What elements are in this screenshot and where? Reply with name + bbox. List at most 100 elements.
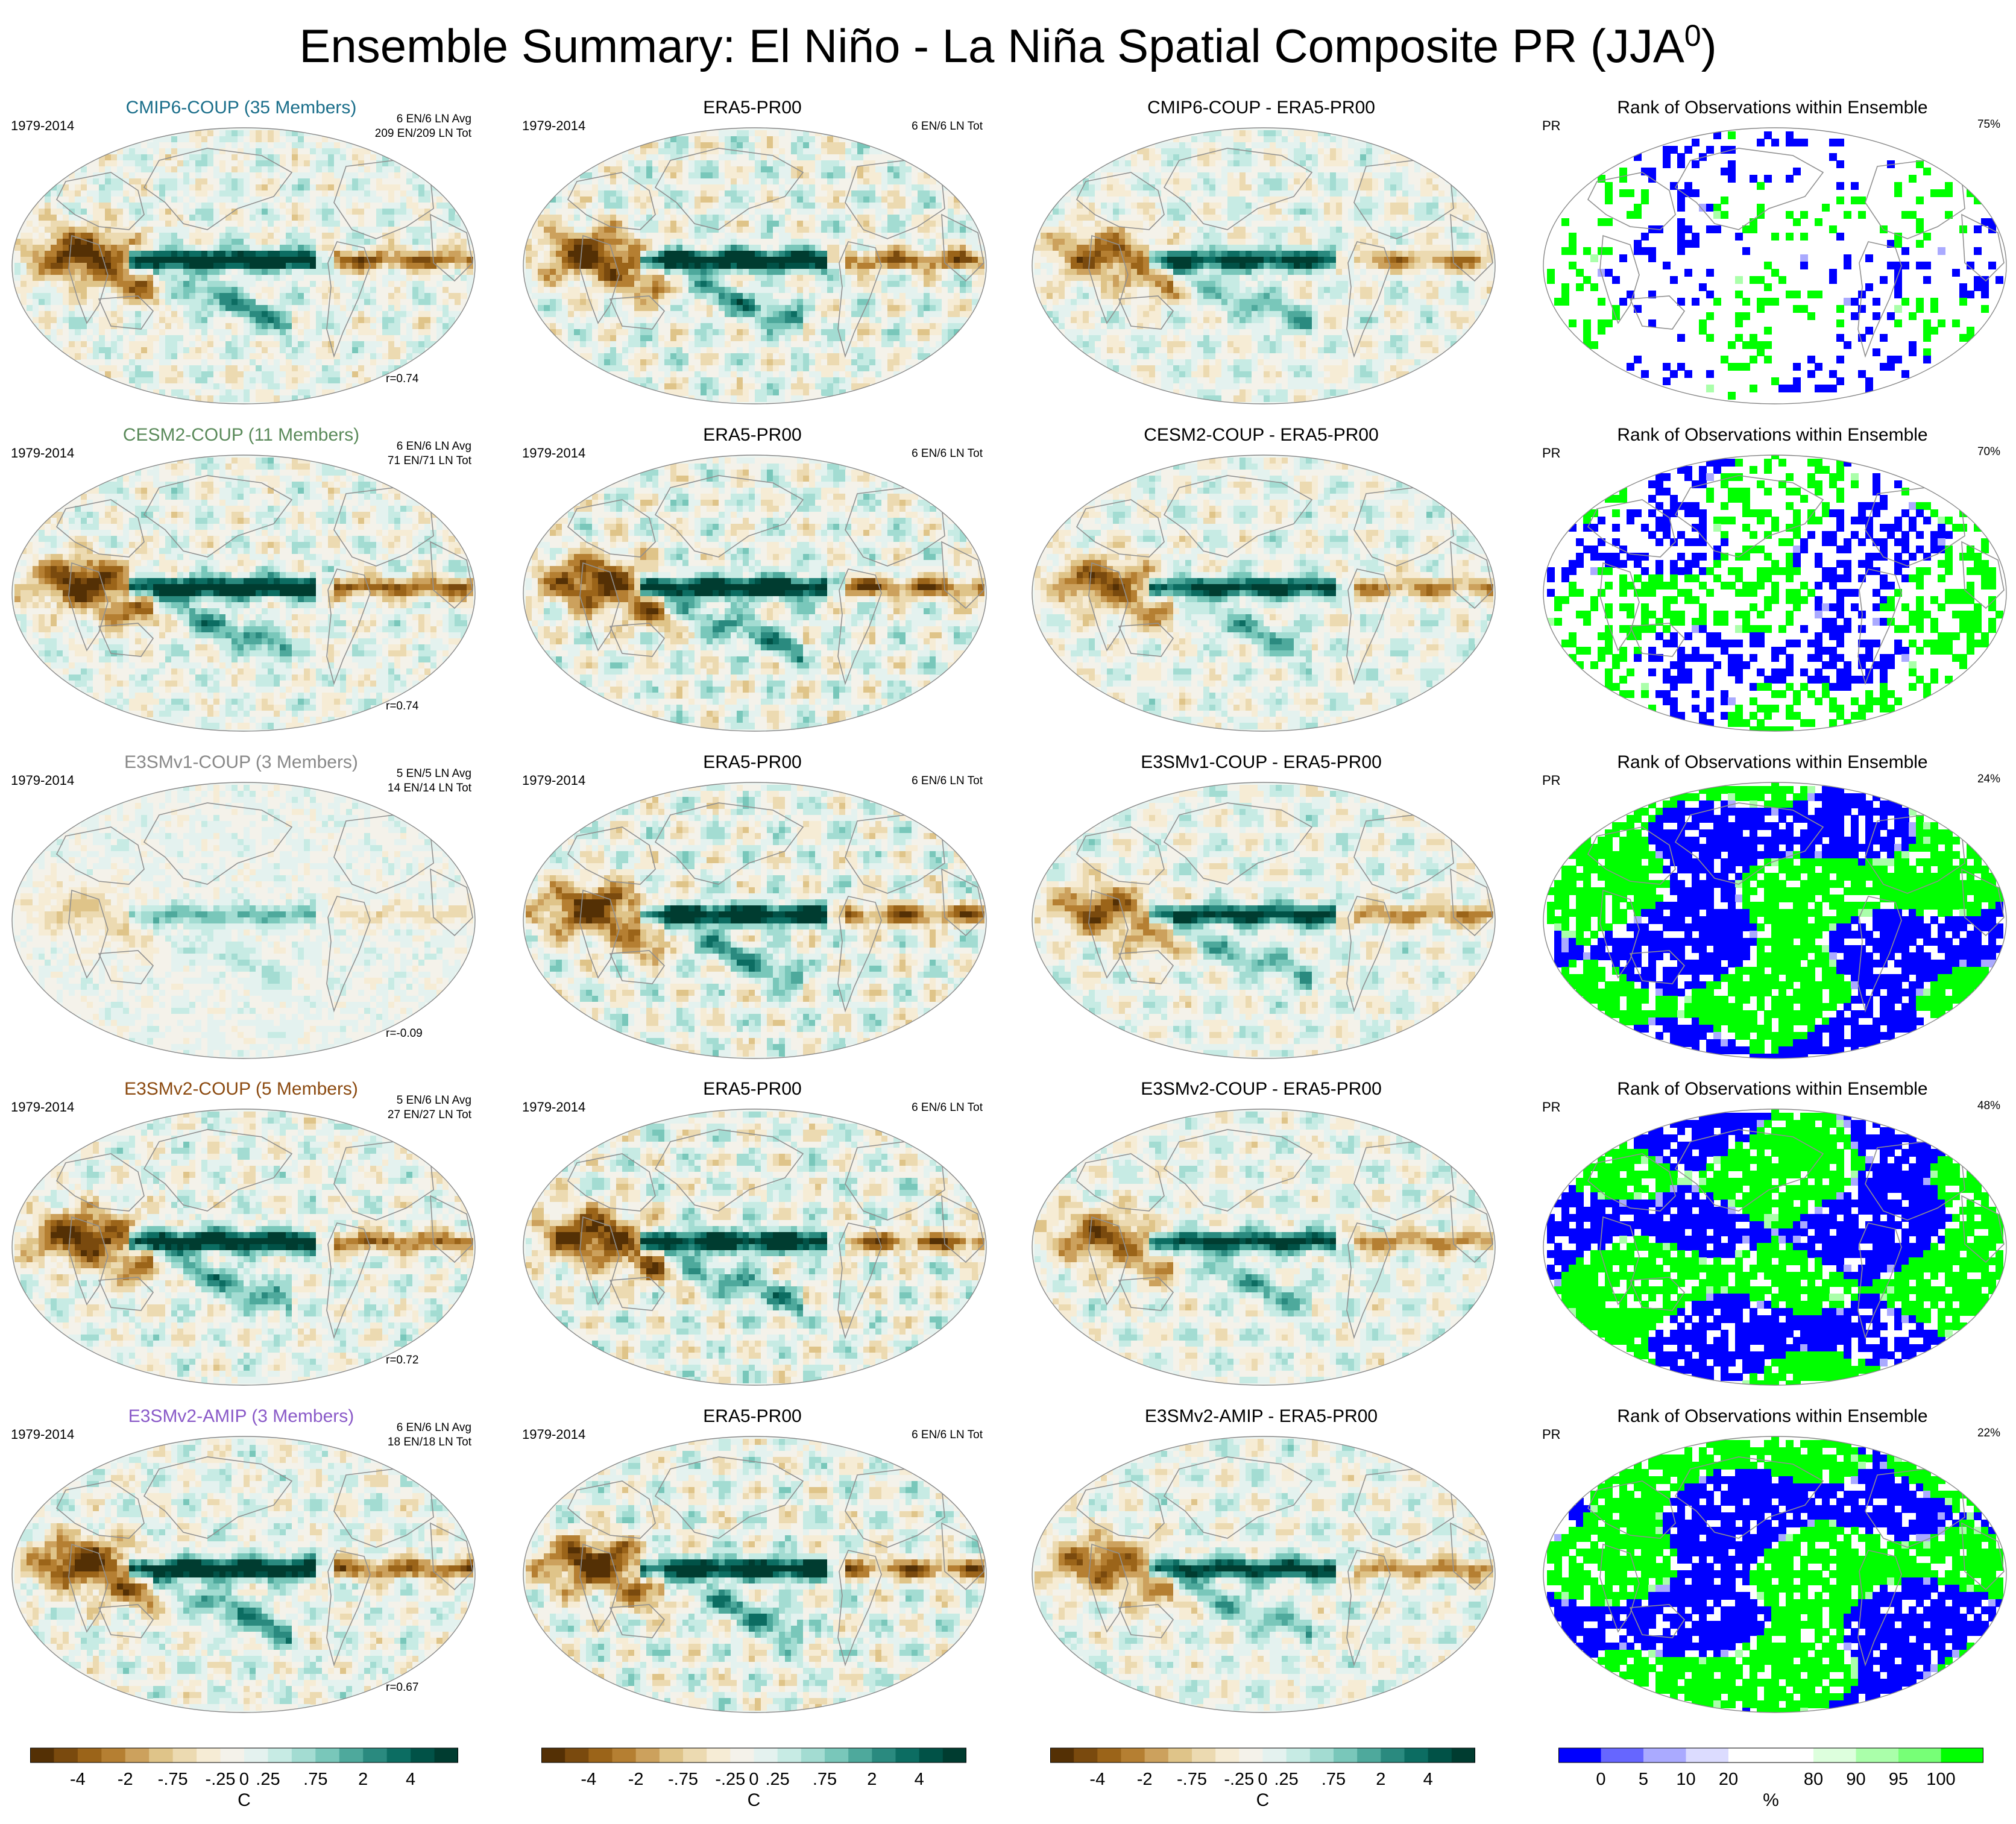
rank-map <box>1543 782 2007 1059</box>
colorbar: 0 5 10 20 80 90 95 100% <box>1558 1747 1983 1813</box>
precip-anomaly-map <box>1032 1436 1496 1713</box>
colorbar-bin <box>588 1748 613 1763</box>
panel-title: E3SMv2-COUP (5 Members) <box>0 1079 482 1099</box>
colorbar-tick-label: .75 <box>303 1770 327 1790</box>
colorbar-bin <box>872 1748 896 1763</box>
colorbar-tick-label: .25 <box>1274 1770 1298 1790</box>
colorbar-tick-label: -4 <box>581 1770 596 1790</box>
colorbar-bin <box>411 1748 435 1763</box>
map-panel: E3SMv2-COUP - ERA5-PR00 <box>1020 1079 1502 1392</box>
colorbar-bin <box>1286 1748 1311 1763</box>
colorbar-tick-label: .25 <box>765 1770 789 1790</box>
precip-anomaly-map <box>523 127 987 404</box>
composite-count: 6 EN/6 LN Tot <box>912 447 983 461</box>
colorbar-bin <box>1558 1748 1601 1763</box>
map-panel: Rank of Observations within Ensemble PR 48… <box>1531 1079 2014 1392</box>
precip-anomaly-map <box>1032 454 1496 732</box>
panel-title: E3SMv2-AMIP (3 Members) <box>0 1406 482 1427</box>
rank-map <box>1543 1109 2007 1386</box>
colorbar-bin <box>244 1748 268 1763</box>
rank-map <box>1543 1436 2007 1713</box>
panel-title: Rank of Observations within Ensemble <box>1531 1079 2014 1099</box>
pattern-correlation: r=0.67 <box>386 1681 418 1694</box>
colorbar-tick-label: .75 <box>813 1770 837 1790</box>
precip-anomaly-map <box>11 1109 476 1386</box>
colorbar-tick-label: 10 <box>1676 1770 1695 1790</box>
colorbar-bin <box>1144 1748 1169 1763</box>
composite-count: 6 EN/6 LN Tot <box>912 1101 983 1115</box>
map-panel: CMIP6-COUP (35 Members) 1979-2014 6 EN/6 L… <box>0 98 482 411</box>
colorbar-tick-label: -2 <box>628 1770 644 1790</box>
map-panel: ERA5-PR00 1979-2014 6 EN/6 LN Tot <box>511 752 994 1066</box>
colorbar-tick-label: -.25 <box>715 1770 745 1790</box>
colorbar-tick-label: -2 <box>118 1770 133 1790</box>
period-label: 1979-2014 <box>522 773 585 788</box>
colorbar-tick-label: 4 <box>406 1770 415 1790</box>
precip-anomaly-map <box>1032 782 1496 1059</box>
pattern-correlation: r=0.74 <box>386 373 418 386</box>
precip-anomaly-map <box>11 454 476 732</box>
panel-title: ERA5-PR00 <box>511 98 994 118</box>
colorbar-bin <box>125 1748 150 1763</box>
variable-label: PR <box>1542 1427 1561 1442</box>
panel-title: CESM2-COUP - ERA5-PR00 <box>1020 425 1502 445</box>
map-panel: CMIP6-COUP - ERA5-PR00 <box>1020 98 1502 411</box>
variable-label: PR <box>1542 1099 1561 1115</box>
colorbar-bin <box>1771 1748 1814 1763</box>
colorbar-tick-label: -4 <box>70 1770 86 1790</box>
colorbar-tick-label: -.25 <box>206 1770 236 1790</box>
panel-title: CESM2-COUP (11 Members) <box>0 425 482 445</box>
pattern-correlation: r=-0.09 <box>386 1027 423 1040</box>
colorbar-bin <box>612 1748 637 1763</box>
colorbar-bin <box>1309 1748 1334 1763</box>
pattern-correlation: r=0.72 <box>386 1354 418 1367</box>
colorbar-bin <box>1381 1748 1405 1763</box>
colorbar-bin <box>754 1748 778 1763</box>
colorbar-bin <box>220 1748 245 1763</box>
panel-title: Rank of Observations within Ensemble <box>1531 1406 2014 1427</box>
colorbar-bin <box>1856 1748 1899 1763</box>
precip-anomaly-map <box>523 454 987 732</box>
colorbar-bin <box>565 1748 589 1763</box>
period-label: 1979-2014 <box>11 118 74 134</box>
map-panel: ERA5-PR00 1979-2014 6 EN/6 LN Tot <box>511 98 994 411</box>
precip-anomaly-map <box>11 1436 476 1713</box>
precip-anomaly-map <box>11 782 476 1059</box>
composite-count: 5 EN/5 LN Avg 14 EN/14 LN Tot <box>388 767 471 796</box>
variable-label: PR <box>1542 445 1561 461</box>
map-panel: CESM2-COUP (11 Members) 1979-2014 6 EN/6 L… <box>0 425 482 738</box>
colorbar-tick-label: 4 <box>915 1770 924 1790</box>
colorbar-tick-label: 2 <box>1376 1770 1385 1790</box>
colorbar-tick-label: .75 <box>1321 1770 1346 1790</box>
colorbar-bin <box>1357 1748 1381 1763</box>
colorbar-bin <box>1334 1748 1358 1763</box>
map-panel: Rank of Observations within Ensemble PR 22… <box>1531 1406 2014 1720</box>
colorbar-bin <box>683 1748 707 1763</box>
colorbar-tick-label: 0 <box>1596 1770 1605 1790</box>
panel-title: CMIP6-COUP - ERA5-PR00 <box>1020 98 1502 118</box>
map-panel: Rank of Observations within Ensemble PR 24… <box>1531 752 2014 1066</box>
colorbar-tick-label: 100 <box>1926 1770 1955 1790</box>
colorbar-bin <box>848 1748 872 1763</box>
map-panel: E3SMv1-COUP (3 Members) 1979-2014 5 EN/5 L… <box>0 752 482 1066</box>
period-label: 1979-2014 <box>522 1099 585 1115</box>
colorbar-bin <box>268 1748 292 1763</box>
colorbar-tick-label: .25 <box>256 1770 280 1790</box>
colorbar-bin <box>197 1748 221 1763</box>
colorbar-bin <box>54 1748 78 1763</box>
composite-count: 6 EN/6 LN Tot <box>912 1428 983 1442</box>
rank-percent: 48% <box>1977 1099 2000 1113</box>
colorbar-swatches <box>1050 1747 1475 1763</box>
colorbar-bin <box>149 1748 174 1763</box>
precip-anomaly-map <box>523 1436 987 1713</box>
colorbar-unit: C <box>238 1790 251 1811</box>
precip-anomaly-map <box>523 1109 987 1386</box>
composite-count: 6 EN/6 LN Tot <box>912 774 983 788</box>
colorbar-tick-label: 90 <box>1846 1770 1865 1790</box>
panel-title: E3SMv2-COUP - ERA5-PR00 <box>1020 1079 1502 1099</box>
map-panel: E3SMv2-AMIP - ERA5-PR00 <box>1020 1406 1502 1720</box>
colorbar-unit: C <box>748 1790 761 1811</box>
colorbar-tick-label: 5 <box>1639 1770 1648 1790</box>
composite-count: 6 EN/6 LN Avg 71 EN/71 LN Tot <box>388 439 471 468</box>
colorbar-tick-label: -.75 <box>158 1770 188 1790</box>
